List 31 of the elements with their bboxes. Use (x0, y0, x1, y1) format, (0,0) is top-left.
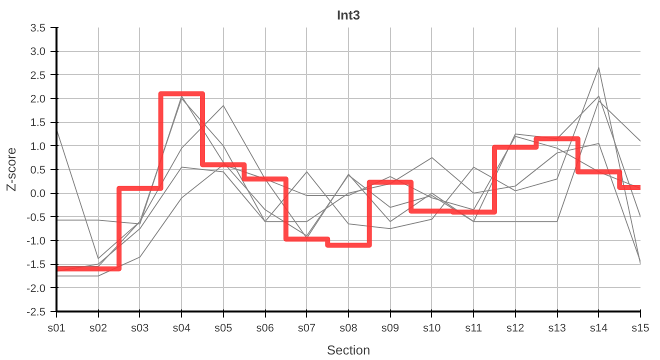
y-tick-label: 0.0 (30, 188, 46, 200)
y-tick-label: -1.5 (26, 259, 46, 272)
y-tick-label: -1.0 (26, 236, 46, 248)
y-tick-label: 0.5 (30, 164, 46, 176)
x-tick-label: s14 (590, 322, 608, 334)
x-tick-label: s13 (548, 322, 566, 334)
x-tick-label: s11 (465, 322, 482, 334)
y-tick-label: -2.5 (26, 306, 46, 318)
x-tick-label: s10 (423, 322, 441, 334)
x-tick-label: s12 (506, 322, 524, 334)
x-tick-label: s09 (381, 322, 400, 334)
y-tick-label: 2.0 (30, 94, 46, 106)
x-axis-title: Section (326, 342, 370, 358)
chart-title: Int3 (336, 8, 360, 22)
x-tick-label: s08 (340, 322, 358, 334)
x-tick-label: s02 (89, 322, 108, 334)
y-tick-label: -2.0 (26, 282, 46, 295)
x-tick-label: s03 (131, 322, 149, 334)
y-tick-label: 3.0 (30, 46, 46, 58)
x-tick-label: s01 (48, 322, 66, 334)
y-axis-title: Z-score (4, 147, 19, 192)
x-tick-label: s15 (632, 322, 650, 334)
y-tick-label: -0.5 (26, 212, 46, 224)
y-tick-label: 1.5 (30, 117, 46, 130)
y-tick-label: 1.0 (30, 140, 46, 153)
x-tick-label: s06 (256, 322, 274, 334)
x-tick-label: s05 (214, 322, 232, 334)
x-tick-label: s07 (298, 322, 316, 334)
y-tick-label: 3.5 (30, 22, 46, 34)
x-tick-label: s04 (172, 322, 191, 334)
y-tick-label: 2.5 (30, 70, 46, 82)
